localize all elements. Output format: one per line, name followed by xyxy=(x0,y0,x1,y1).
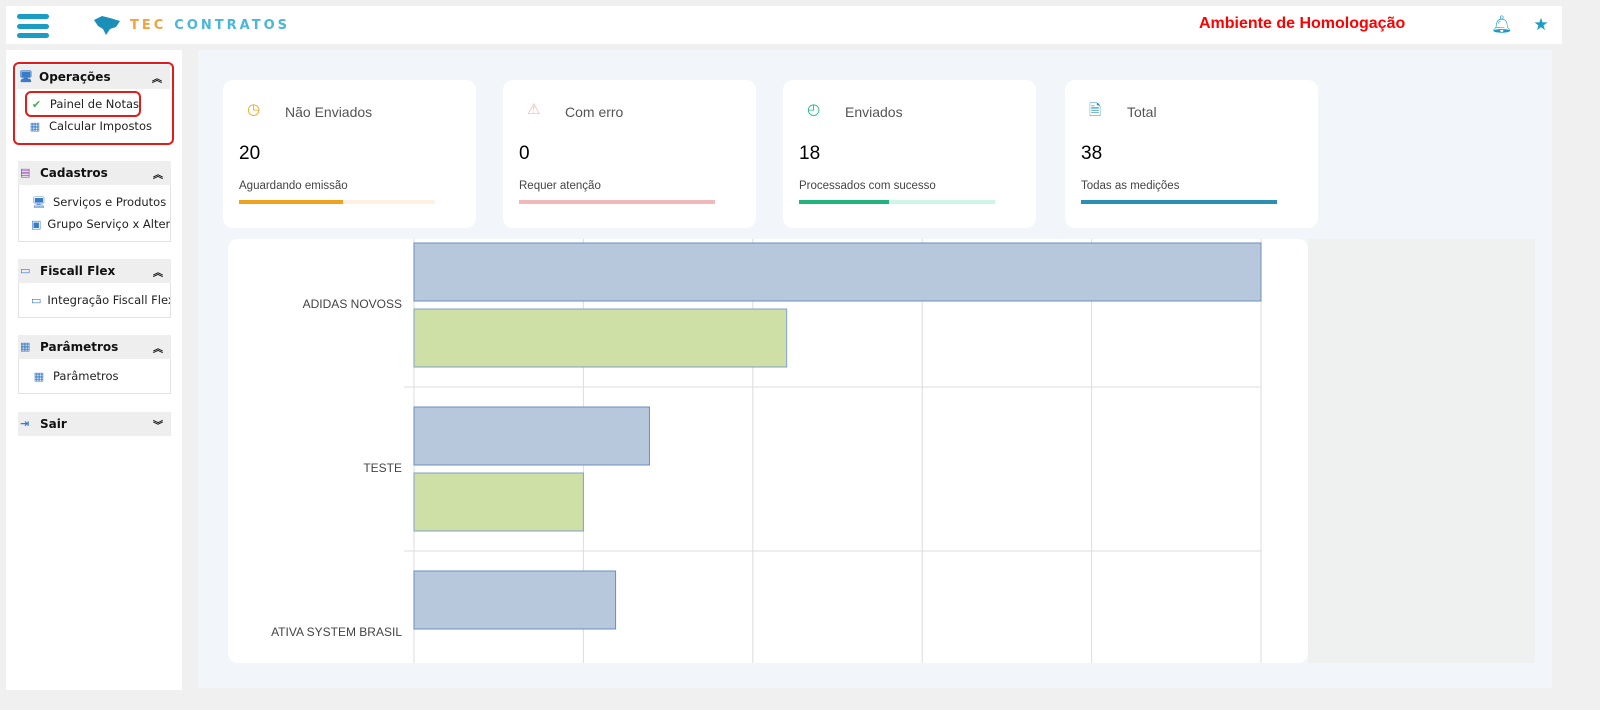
sidebar-item-calcular-impostos[interactable]: ▦ Calcular Impostos xyxy=(27,115,170,137)
check-circle-icon: ✔ xyxy=(31,97,42,111)
progress-bar xyxy=(1081,200,1277,204)
logo-text-contratos: CONTRATOS xyxy=(174,17,290,33)
item-label: Grupo Serviço x Alter… xyxy=(47,217,170,231)
chart-card: ADIDAS NOVOSS TESTE ATIVA SYSTEM BRASIL xyxy=(228,239,1308,663)
chevron-up-icon: ︽ xyxy=(152,73,162,85)
card-subtitle: Requer atenção xyxy=(519,180,601,192)
item-label: Integração Fiscall Flex xyxy=(47,293,170,307)
group-header-sair[interactable]: ⇥ Sair ︾ xyxy=(18,412,171,436)
brazil-map-icon xyxy=(94,16,120,35)
group-header-fiscall-flex[interactable]: ▭ Fiscall Flex ︽ xyxy=(18,259,171,283)
sidebar-group-sair: ⇥ Sair ︾ xyxy=(18,412,171,436)
sidebar-item-grupo-servico[interactable]: ▣ Grupo Serviço x Alter… xyxy=(31,213,170,235)
bar xyxy=(413,406,650,466)
progress-bar xyxy=(799,200,995,204)
progress-fill xyxy=(1081,200,1277,204)
item-label: Painel de Notas xyxy=(49,97,139,111)
card-value: 0 xyxy=(519,143,530,164)
monitor-icon: 🖥︎ xyxy=(19,70,33,83)
group-title: Cadastros xyxy=(40,166,108,180)
group-title: Sair xyxy=(40,417,67,431)
stat-card: 🗎︎ Total 38 Todas as medições xyxy=(1065,80,1318,228)
bell-icon[interactable]: 🔔︎ xyxy=(1491,15,1513,35)
sidebar-group-cadastros: ▤ Cadastros ︽ 🖥︎ Serviços e Produtos ▣ Grupo… xyxy=(18,161,171,242)
card-subtitle: Todas as medições xyxy=(1081,180,1180,192)
card-title: Com erro xyxy=(565,104,624,120)
chevron-up-icon: ︽ xyxy=(153,343,163,355)
logo: TEC CONTRATOS xyxy=(92,14,290,36)
progress-bar xyxy=(519,200,715,204)
chevron-down-icon: ︾ xyxy=(153,420,163,432)
group-header-operacoes[interactable]: 🖥︎ Operações ︽ xyxy=(17,65,170,89)
group-header-parametros[interactable]: ▦ Parâmetros ︽ xyxy=(18,335,171,359)
category-label: ADIDAS NOVOSS xyxy=(303,297,402,311)
card-title: Enviados xyxy=(845,104,903,120)
logo-text-tec: TEC xyxy=(130,17,167,33)
environment-label: Ambiente de Homologação xyxy=(1199,15,1406,32)
group-title: Parâmetros xyxy=(40,340,119,354)
chart-side-panel xyxy=(1308,239,1535,663)
warning-icon: ⚠ xyxy=(527,100,541,118)
item-label: Serviços e Produtos xyxy=(53,195,167,209)
card-value: 20 xyxy=(239,143,261,164)
stat-card: ⚠ Com erro 0 Requer atenção xyxy=(503,80,756,228)
star-icon[interactable]: ★ xyxy=(1533,15,1549,35)
exit-door-icon: ⇥ xyxy=(20,417,30,430)
item-label: Calcular Impostos xyxy=(49,119,152,133)
check-circle-icon: ◴ xyxy=(807,100,821,118)
category-label: TESTE xyxy=(363,461,402,475)
progress-fill xyxy=(799,200,890,204)
main-content: ◷ Não Enviados 20 Aguardando emissão ⚠ C… xyxy=(198,50,1552,688)
bar xyxy=(413,242,1262,302)
clock-icon: ◷ xyxy=(247,100,261,118)
calculator-icon: ▦ xyxy=(29,119,41,133)
group-header-cadastros[interactable]: ▤ Cadastros ︽ xyxy=(18,161,171,185)
stat-card: ◷ Não Enviados 20 Aguardando emissão xyxy=(223,80,476,228)
group-title: Operações xyxy=(39,70,111,84)
bar xyxy=(413,308,788,368)
grid-icon: ▣ xyxy=(31,217,42,231)
bar xyxy=(413,472,584,532)
sidebar-group-fiscall-flex: ▭ Fiscall Flex ︽ ▭ Integração Fiscall Flex xyxy=(18,259,171,318)
card-title: Total xyxy=(1127,104,1157,120)
card-value: 18 xyxy=(799,143,821,164)
progress-bar xyxy=(239,200,435,204)
chevron-up-icon: ︽ xyxy=(153,267,163,279)
table-refresh-icon: ▦ xyxy=(20,340,31,353)
sidebar-item-integracao-fiscall-flex[interactable]: ▭ Integração Fiscall Flex xyxy=(31,289,170,311)
stat-card: ◴ Enviados 18 Processados com sucesso xyxy=(783,80,1036,228)
table-refresh-icon: ▦ xyxy=(33,369,45,383)
menu-icon[interactable] xyxy=(17,14,49,38)
monitor-icon: 🖥︎ xyxy=(32,195,46,209)
bar xyxy=(413,570,617,630)
card-subtitle: Aguardando emissão xyxy=(239,180,348,192)
sidebar-item-parametros[interactable]: ▦ Parâmetros xyxy=(31,365,170,387)
sidebar: 🖥︎ Operações ︽ ✔ Painel de Notas ▦ Calcular … xyxy=(6,50,182,690)
monitor-icon: ▭ xyxy=(20,264,31,277)
sidebar-group-parametros: ▦ Parâmetros ︽ ▦ Parâmetros xyxy=(18,335,171,394)
table-add-icon: ▤ xyxy=(20,166,31,179)
top-header: TEC CONTRATOS Ambiente de Homologação 🔔︎… xyxy=(6,6,1562,44)
category-label: ATIVA SYSTEM BRASIL xyxy=(271,625,402,639)
card-subtitle: Processados com sucesso xyxy=(799,180,936,192)
group-title: Fiscall Flex xyxy=(40,264,116,278)
sidebar-group-operacoes: 🖥︎ Operações ︽ ✔ Painel de Notas ▦ Calcular … xyxy=(13,62,174,145)
progress-fill xyxy=(519,200,715,204)
sidebar-item-painel-de-notas[interactable]: ✔ Painel de Notas xyxy=(25,91,141,117)
chevron-up-icon: ︽ xyxy=(153,169,163,181)
card-value: 38 xyxy=(1081,143,1103,164)
sidebar-item-servicos-e-produtos[interactable]: 🖥︎ Serviços e Produtos xyxy=(31,191,170,213)
item-label: Parâmetros xyxy=(53,369,119,383)
progress-fill xyxy=(239,200,343,204)
monitor-icon: ▭ xyxy=(31,293,42,307)
bar-chart: ADIDAS NOVOSS TESTE ATIVA SYSTEM BRASIL xyxy=(271,239,1262,663)
document-icon: 🗎︎ xyxy=(1089,101,1102,119)
card-title: Não Enviados xyxy=(285,104,373,120)
